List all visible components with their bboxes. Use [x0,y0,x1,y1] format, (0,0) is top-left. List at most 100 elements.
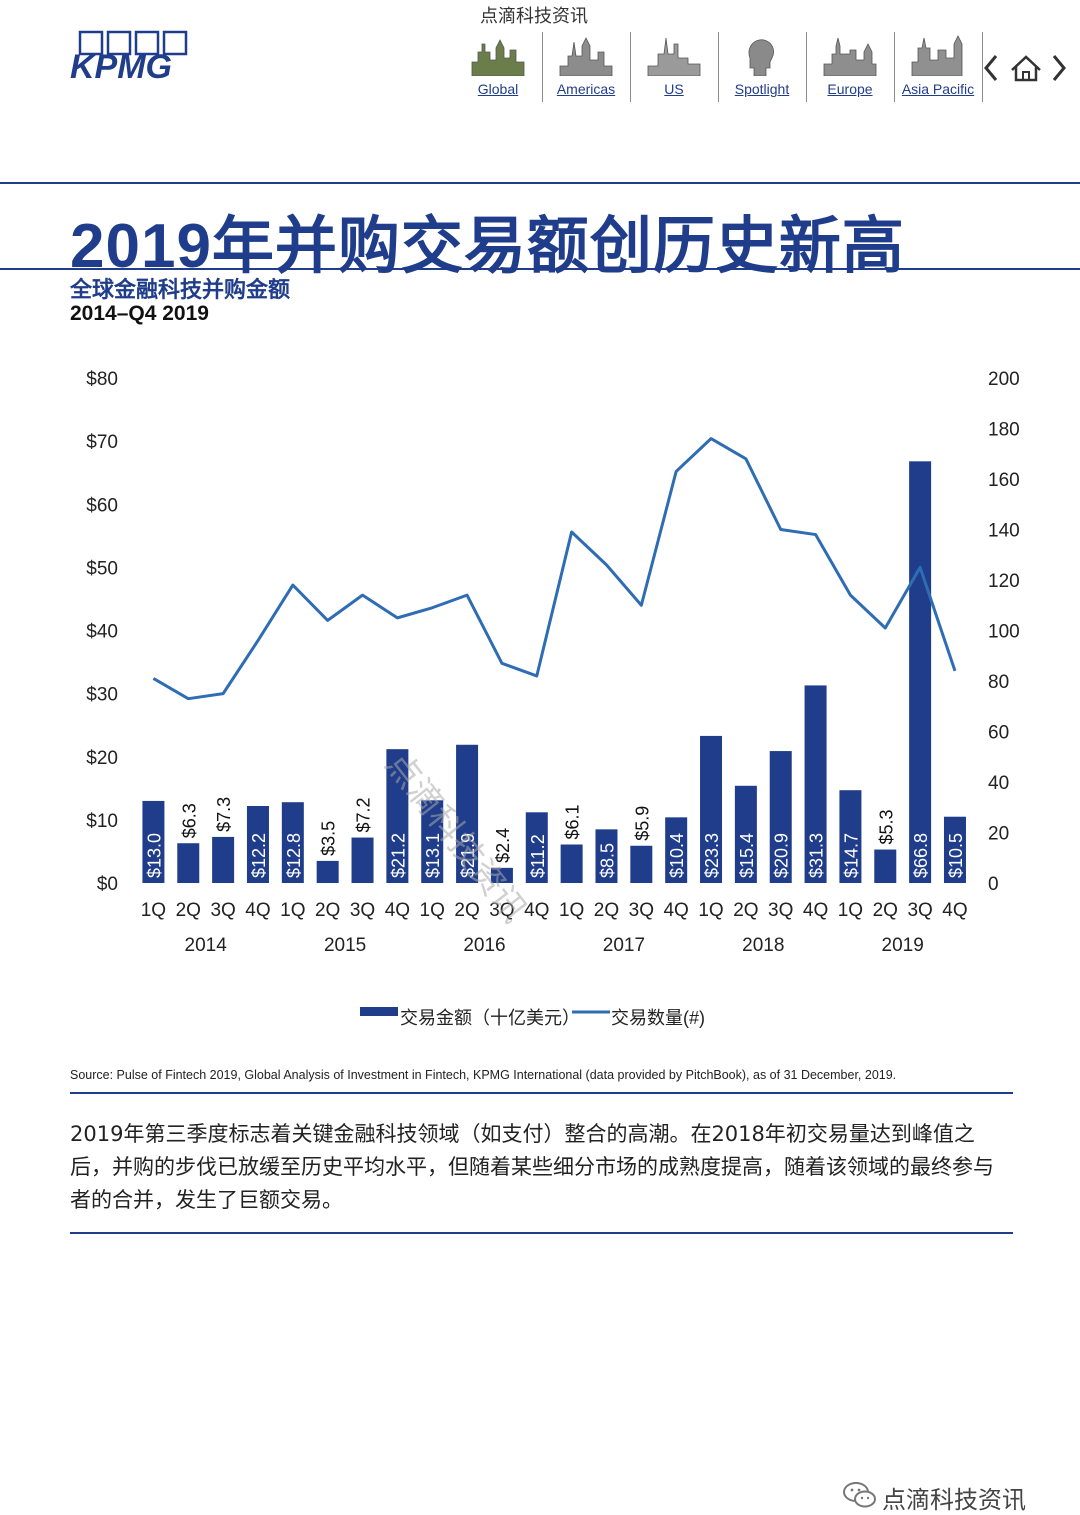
nav-item-europe[interactable]: Europe [810,32,890,102]
nav-separator [718,32,719,102]
bar [769,751,792,883]
bar-value-label: $10.4 [667,833,687,878]
nav-item-us[interactable]: US [634,32,714,102]
wechat-account-name: 点滴科技资讯 [882,1487,1026,1514]
bar-value-label: $12.8 [284,833,304,878]
logo-box-2 [106,30,132,56]
skyline-europe-icon [823,37,877,76]
body-paragraph: 2019年第三季度标志着关键金融科技领域（如支付）整合的高潮。在2018年初交易… [70,1122,994,1212]
category-label: 2Q [315,900,340,921]
chevron-left-icon[interactable] [984,55,998,81]
category-label: 2Q [733,900,758,921]
bar [874,849,897,883]
left-axis-tick: $10 [86,811,118,832]
fintech-ma-chart: $0 $10 $20 $30 $40 $50 $60 $70 $80 0 20 40 60 80 100 12… [86,369,1020,1028]
bar-value-label: $5.9 [632,806,652,841]
category-label: 4Q [663,900,688,921]
nav-item-global[interactable]: Global [458,32,538,102]
left-axis-tick: $20 [86,748,118,769]
right-axis-tick: 140 [988,521,1020,542]
category-label: 2Q [454,900,479,921]
source-rule [70,1092,1013,1094]
year-label: 2014 [185,935,228,956]
nav-item-spotlight[interactable]: Spotlight [722,32,802,102]
category-label: 4Q [942,900,967,921]
bar-value-label: $15.4 [737,833,757,878]
home-icon[interactable] [1011,55,1041,82]
right-axis-tick: 180 [988,420,1020,441]
bar [839,790,862,883]
bar [246,805,269,883]
bar-value-label: $6.3 [179,803,199,838]
category-label: 2Q [873,900,898,921]
category-label: 3Q [350,900,375,921]
nav-separator [630,32,631,102]
right-axis-tick: 0 [988,874,999,895]
bar [212,836,235,883]
bar [177,843,200,883]
chart-title: 全球金融科技并购金额 [70,277,291,302]
left-axis-tick: $70 [86,432,118,453]
skyline-asia-pacific-icon [911,35,963,76]
legend-label-line: 交易数量(#) [611,1008,705,1028]
chart-subtitle: 2014–Q4 2019 [70,302,209,325]
year-label: 2017 [603,935,645,956]
bar [142,800,165,883]
bar [734,785,757,883]
bar [351,837,374,883]
category-label: 1Q [838,900,863,921]
year-label: 2016 [463,935,505,956]
right-axis-tick: 200 [988,369,1020,390]
legend-swatch-bars [360,1007,398,1016]
nav-separator [806,32,807,102]
category-label: 4Q [245,900,270,921]
right-axis-tick: 20 [988,824,1009,845]
category-label: 1Q [280,900,305,921]
right-axis-tick: 100 [988,622,1020,643]
bar [665,817,688,883]
bar-value-label: $66.8 [911,833,931,878]
bar-value-label: $10.5 [946,833,966,878]
bar [560,844,583,883]
right-axis-tick: 40 [988,773,1009,794]
kpmg-logo[interactable]: KPMG [70,30,192,86]
bar-value-label: $21.9 [458,833,478,878]
year-label: 2019 [882,935,924,956]
nav-separator [542,32,543,102]
category-label: 3Q [489,900,514,921]
nav-separator [894,32,895,102]
left-axis-tick: $0 [97,874,118,895]
skyline-global-icon [471,39,525,76]
left-axis-tick: $40 [86,622,118,643]
bar [456,744,479,883]
bar-value-label: $31.3 [807,833,827,878]
left-axis-tick: $60 [86,495,118,516]
bar-value-label: $21.2 [388,833,408,878]
left-axis-tick: $80 [86,369,118,390]
category-label: 1Q [420,900,445,921]
deal-count-line [152,437,957,701]
nav-item-asia-pacific[interactable]: Asia Pacific [898,32,978,102]
nav-arrows [984,55,1066,82]
category-label: 3Q [210,900,235,921]
bar [943,816,966,883]
nav-label: Europe [827,81,873,97]
nav-item-americas[interactable]: Americas [546,32,626,102]
nav-label: Spotlight [734,81,790,97]
legend-label-bars: 交易金额（十亿美元） [400,1008,580,1028]
chevron-right-icon[interactable] [1052,55,1066,81]
logo-box-3 [134,30,160,56]
wechat-icon [843,1482,876,1508]
skyline-us-icon [647,37,701,76]
bar-value-label: $13.1 [423,833,443,878]
logo-box-1 [78,30,104,56]
left-axis-tick: $30 [86,685,118,706]
top-watermark: 点滴科技资讯 [480,6,588,26]
bar [804,685,827,883]
bar [630,845,653,883]
category-label: 4Q [524,900,549,921]
header-rule [0,182,1080,184]
bar-value-label: $5.3 [876,809,896,844]
bar-value-label: $12.2 [249,833,269,878]
category-label: 4Q [803,900,828,921]
